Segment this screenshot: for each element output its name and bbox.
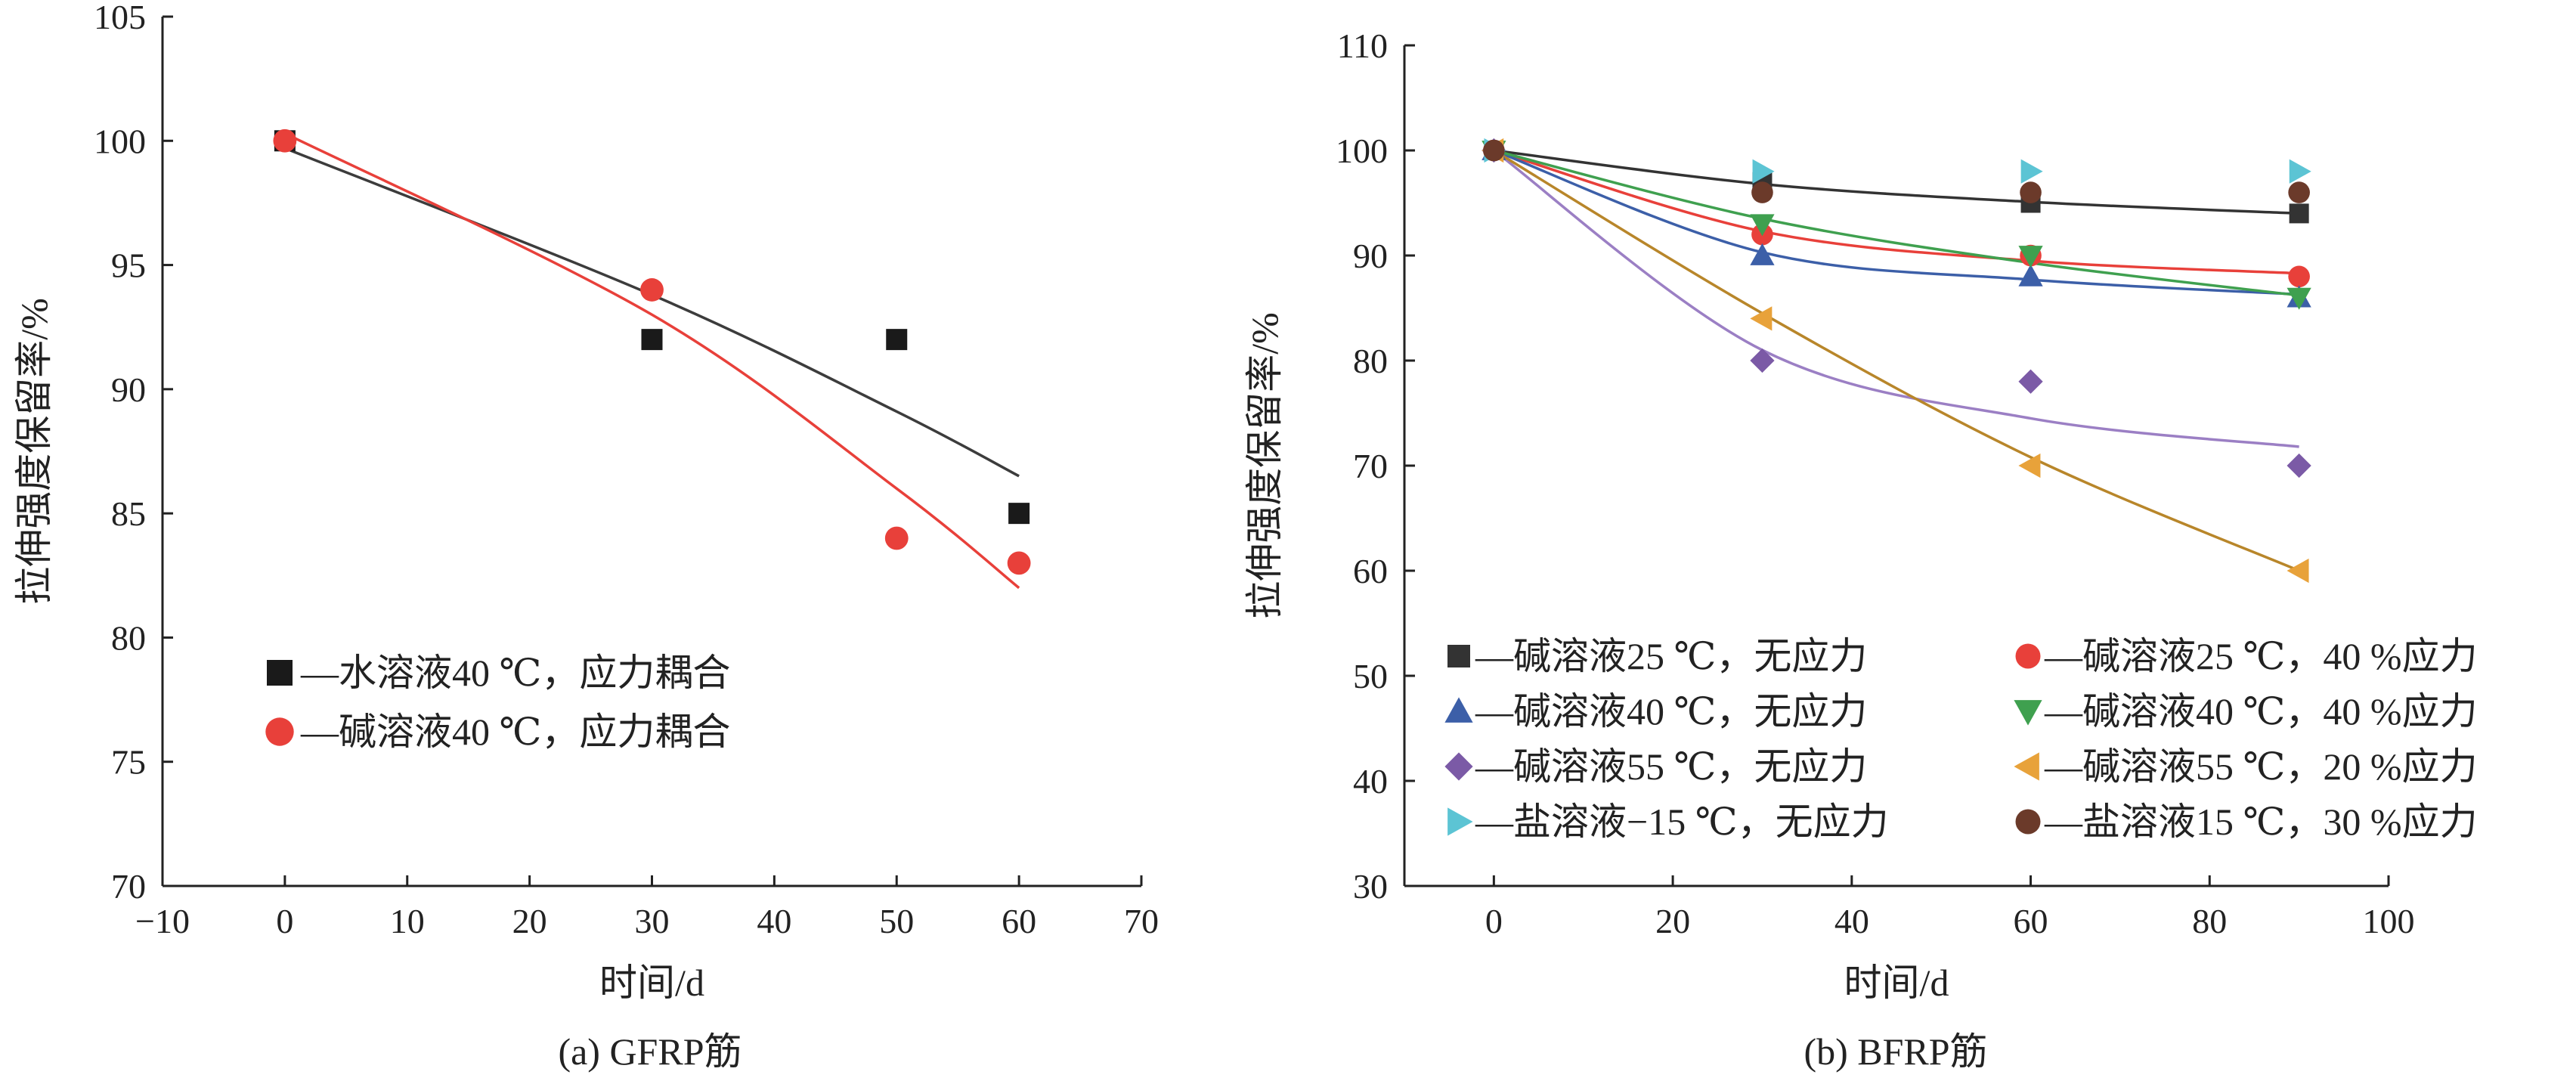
y-axis-title: 拉伸强度保留率/% — [1243, 312, 1286, 619]
x-tick-label: 80 — [2192, 902, 2227, 940]
x-tick-label: 60 — [2014, 902, 2048, 940]
data-point — [1750, 214, 1775, 237]
chart-caption: (a) GFRP筋 — [558, 1030, 742, 1073]
x-tick-label: 40 — [1834, 902, 1869, 940]
fit-line — [1493, 149, 2300, 572]
y-tick-label: 80 — [111, 618, 146, 657]
data-point — [2287, 453, 2311, 479]
data-point — [2018, 369, 2043, 394]
chart-b: 0 20 40 60 80 100 30 40 50 60 70 80 90 100 110 时间/d 拉伸强度… — [1243, 26, 2478, 1073]
legend-label: —碱溶液55 ℃，无应力 — [1475, 745, 1867, 788]
data-point — [2018, 453, 2041, 479]
data-point — [1007, 551, 1031, 575]
data-point — [886, 329, 908, 351]
x-tick-label: 0 — [1485, 902, 1503, 940]
y-tick-label: 100 — [94, 122, 146, 160]
legend-marker — [2014, 700, 2042, 726]
fit-line — [1494, 149, 2299, 215]
fit-line — [1493, 149, 2299, 448]
x-tick-label: 0 — [276, 902, 293, 940]
x-tick-label: 70 — [1124, 902, 1159, 940]
x-tick-label: 20 — [1655, 902, 1690, 940]
fit-line — [1493, 149, 2299, 296]
x-tick-label: −10 — [135, 902, 190, 940]
fit-line — [284, 147, 1020, 478]
y-tick-label: 85 — [111, 494, 146, 533]
y-tick-label: 80 — [1353, 342, 1388, 380]
legend-marker — [267, 660, 293, 686]
data-point — [884, 526, 909, 550]
data-point — [2289, 159, 2311, 184]
y-tick-label: 60 — [1353, 552, 1388, 590]
data-point — [2287, 558, 2309, 584]
fit-line — [1493, 149, 2299, 297]
x-tick-label: 40 — [757, 902, 791, 940]
data-point — [2289, 203, 2309, 224]
legend-label: —碱溶液40 ℃，40 %应力 — [2044, 690, 2478, 732]
data-point — [1752, 159, 1775, 184]
y-tick-label: 105 — [94, 0, 146, 36]
legend-label: —水溶液40 ℃，应力耦合 — [300, 652, 730, 694]
data-point — [2288, 181, 2310, 203]
legend-marker — [1447, 645, 1470, 667]
legend-label: —盐溶液−15 ℃，无应力 — [1475, 801, 1889, 843]
data-point — [1750, 348, 1775, 373]
data-point — [2020, 181, 2042, 203]
data-point — [641, 329, 663, 351]
data-point — [273, 129, 297, 153]
data-point — [1750, 243, 1775, 265]
x-tick-label: 50 — [879, 902, 914, 940]
data-point — [1483, 139, 1505, 162]
y-tick-label: 90 — [111, 370, 146, 409]
legend-marker — [1444, 697, 1473, 723]
data-point — [1008, 503, 1030, 525]
legend-marker — [2014, 752, 2039, 781]
data-point — [1751, 181, 1773, 203]
y-tick-label: 100 — [1336, 132, 1388, 170]
x-axis-title: 时间/d — [1844, 962, 1949, 1004]
y-axis-title: 拉伸强度保留率/% — [13, 298, 55, 605]
y-tick-label: 70 — [1353, 447, 1388, 485]
data-point — [2288, 265, 2310, 288]
data-point — [2018, 264, 2043, 286]
y-tick-label: 40 — [1353, 762, 1388, 801]
legend-label: —碱溶液40 ℃，应力耦合 — [300, 711, 730, 753]
data-point — [640, 278, 664, 302]
x-axis-title: 时间/d — [599, 962, 704, 1004]
legend-marker — [265, 717, 294, 746]
fit-line — [1493, 149, 2299, 275]
legend-marker — [1447, 807, 1473, 836]
x-tick-label: 10 — [390, 902, 425, 940]
x-tick-label: 30 — [635, 902, 670, 940]
y-tick-label: 110 — [1337, 26, 1388, 65]
data-point — [2020, 159, 2043, 184]
legend-marker — [1444, 752, 1473, 781]
data-point — [1750, 306, 1773, 331]
data-point — [2287, 287, 2311, 310]
legend-marker — [2015, 809, 2041, 835]
x-tick-label: 60 — [1002, 902, 1036, 940]
legend-marker — [2015, 643, 2041, 669]
legend-label: —碱溶液40 ℃，无应力 — [1475, 690, 1867, 732]
y-tick-label: 30 — [1353, 867, 1388, 906]
chart-a: −10 0 10 20 30 40 50 60 70 70 75 80 85 90 95 100 105 时间/d… — [13, 0, 1159, 1073]
x-tick-label: 20 — [512, 902, 547, 940]
legend-label: —碱溶液55 ℃，20 %应力 — [2044, 745, 2478, 788]
y-tick-label: 75 — [111, 743, 146, 782]
legend-label: —碱溶液25 ℃，无应力 — [1475, 635, 1867, 677]
legend-label: —碱溶液25 ℃，40 %应力 — [2044, 635, 2478, 677]
y-tick-label: 50 — [1353, 657, 1388, 695]
fit-line — [284, 132, 1020, 590]
y-tick-label: 95 — [111, 246, 146, 285]
chart-caption: (b) BFRP筋 — [1804, 1030, 1987, 1073]
data-point — [2018, 246, 2043, 268]
legend-label: —盐溶液15 ℃，30 %应力 — [2044, 801, 2478, 843]
y-tick-label: 90 — [1353, 237, 1388, 275]
x-tick-label: 100 — [2363, 902, 2415, 940]
y-tick-label: 70 — [111, 867, 146, 906]
